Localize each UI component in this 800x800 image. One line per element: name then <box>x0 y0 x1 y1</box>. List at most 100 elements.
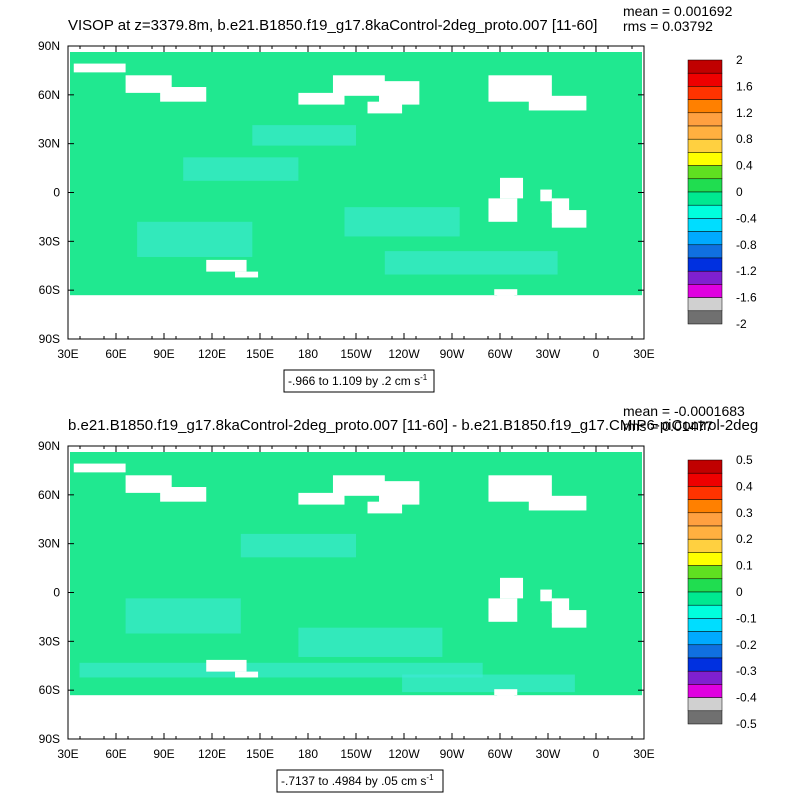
panel-1: 30E 60E 90E 120E 150E 180 150W 120W 90W 60W 30W 0 30… <box>38 3 757 393</box>
x-tick-label: 30E <box>57 347 78 361</box>
land-mask <box>73 463 126 473</box>
colorbar-swatch <box>687 86 723 100</box>
land-mask <box>551 610 587 628</box>
colorbar-swatch <box>687 59 723 74</box>
anomaly-patch <box>344 207 460 237</box>
anomaly-patch <box>402 674 575 693</box>
colorbar-swatch <box>687 710 723 725</box>
colorbar-label: -0.1 <box>736 611 757 625</box>
y-tick-label: 60S <box>39 683 60 697</box>
x-tick-label: 30E <box>57 747 78 761</box>
colorbar-swatch <box>687 284 723 298</box>
colorbar-swatch <box>687 486 723 500</box>
rms-stat: rms = 0.01477 <box>623 418 713 434</box>
colorbar-swatch <box>687 112 723 127</box>
colorbar-label: -2 <box>736 317 747 331</box>
colorbar-label: -1.6 <box>736 291 757 305</box>
range-note-exponent: -1 <box>426 773 434 782</box>
colorbar-swatch <box>687 538 723 553</box>
y-tick-label: 0 <box>53 586 60 600</box>
colorbar-swatch <box>687 218 723 232</box>
colorbar-label: 1.6 <box>736 79 753 93</box>
x-tick-label: 120W <box>388 347 420 361</box>
land-mask <box>494 689 518 696</box>
colorbar-label: 0.4 <box>736 479 753 493</box>
colorbar-swatch <box>687 631 723 646</box>
mean-stat: mean = 0.001692 <box>623 3 733 19</box>
colorbar-swatch <box>687 231 723 246</box>
land-mask <box>206 259 247 272</box>
y-tick-label: 30N <box>38 137 60 151</box>
chart-title: b.e21.B1850.f19_g17.8kaControl-2deg_prot… <box>68 417 758 434</box>
land-mask <box>500 303 644 316</box>
anomaly-patch <box>183 157 299 181</box>
land-mask <box>488 598 518 622</box>
colorbar-label: -0.2 <box>736 638 757 652</box>
y-tick-label: 90S <box>39 732 60 746</box>
land-mask <box>183 303 299 325</box>
land-mask <box>379 481 420 505</box>
x-tick-label: 90W <box>440 747 465 761</box>
x-tick-label: 90E <box>153 347 174 361</box>
land-mask <box>235 271 259 278</box>
x-tick-label: 30E <box>633 747 654 761</box>
x-tick-label: 30W <box>536 347 561 361</box>
x-tick-label: 30E <box>633 347 654 361</box>
colorbar-swatch <box>687 618 723 632</box>
colorbar-swatch <box>687 99 723 114</box>
colorbar-label: -0.4 <box>736 211 757 225</box>
x-tick-label: 60W <box>488 747 513 761</box>
land-mask <box>497 695 515 704</box>
land-mask <box>500 177 524 199</box>
colorbar-swatch <box>687 670 723 685</box>
land-mask <box>73 703 201 719</box>
x-tick-label: 60E <box>105 747 126 761</box>
colorbar-label: 0.1 <box>736 559 753 573</box>
land-mask <box>551 198 570 214</box>
x-tick-label: 120W <box>388 747 420 761</box>
colorbar-swatch <box>687 257 723 272</box>
colorbar-label: 0.5 <box>736 453 753 467</box>
land-mask <box>125 75 172 93</box>
range-note-box <box>283 369 435 393</box>
colorbar-swatch <box>687 165 723 180</box>
y-tick-label: 30N <box>38 537 60 551</box>
colorbar-swatch <box>687 644 723 659</box>
land-mask <box>160 87 207 102</box>
colorbar-swatch <box>687 178 723 193</box>
land-mask <box>183 703 299 725</box>
land-mask <box>298 92 345 105</box>
land-mask <box>367 501 403 514</box>
colorbar-swatch <box>687 565 723 580</box>
rms-stat: rms = 0.03792 <box>623 18 713 34</box>
colorbar-swatch <box>687 459 723 474</box>
colorbar-swatch <box>687 244 723 259</box>
colorbar-label: 0.2 <box>736 532 753 546</box>
land-mask <box>298 303 403 322</box>
colorbar-swatch <box>687 591 723 606</box>
colorbar-label: 0.3 <box>736 506 753 520</box>
y-tick-label: 90S <box>39 332 60 346</box>
range-note: -.966 to 1.109 by .2 cm s-1 <box>288 373 428 388</box>
land-mask <box>402 700 500 716</box>
x-tick-label: 180 <box>298 747 318 761</box>
colorbar-label: 0 <box>736 185 743 199</box>
colorbar-swatch <box>687 499 723 514</box>
colorbar-label: -0.3 <box>736 664 757 678</box>
colorbar-swatch <box>687 684 723 698</box>
colorbar-label: 1.2 <box>736 106 753 120</box>
anomaly-patch <box>252 125 356 146</box>
colorbar-label: -0.4 <box>736 691 757 705</box>
x-tick-label: 150W <box>340 347 372 361</box>
colorbar-swatch <box>687 152 723 166</box>
colorbar-swatch <box>687 525 723 540</box>
colorbar-swatch <box>687 472 723 487</box>
land-mask <box>551 598 570 614</box>
land-mask <box>332 75 385 96</box>
colorbar-label: 0.8 <box>736 132 753 146</box>
land-mask <box>73 303 201 319</box>
x-tick-label: 90E <box>153 747 174 761</box>
anomaly-patch <box>137 221 253 257</box>
anomaly-patch <box>298 627 443 657</box>
land-mask <box>298 703 403 722</box>
